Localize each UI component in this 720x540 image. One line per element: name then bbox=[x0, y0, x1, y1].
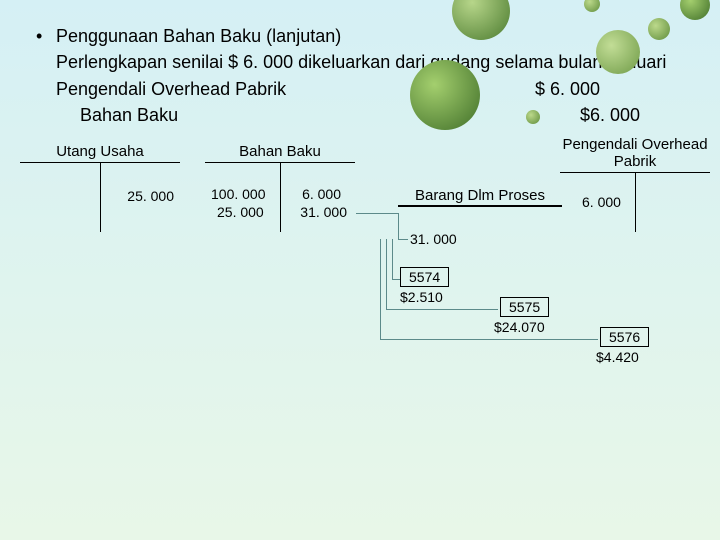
conn-bdp-5574-h bbox=[392, 279, 400, 280]
box-5575-label: 5575 bbox=[500, 297, 549, 317]
conn-bdp-5576-v bbox=[380, 239, 381, 339]
bahan-credit-2: 31. 000 bbox=[300, 204, 347, 220]
bdp-value: 31. 000 bbox=[410, 231, 457, 247]
box-5574-value: $2.510 bbox=[400, 289, 443, 305]
t-accounts-area: Utang Usaha 25. 000 Bahan Baku 100. 000 … bbox=[0, 143, 720, 453]
journal-entry-credit: Bahan Baku $6. 000 bbox=[80, 103, 680, 127]
conn-bdp-5576-h bbox=[380, 339, 598, 340]
conn-bb-bdp-h2 bbox=[398, 239, 408, 240]
bahan-credit-1: 6. 000 bbox=[302, 186, 341, 202]
conn-bdp-5575-v bbox=[386, 239, 387, 309]
bahan-debit-2: 25. 000 bbox=[217, 204, 264, 220]
poh-debit-1: 6. 000 bbox=[582, 194, 621, 210]
bullet-section: Penggunaan Bahan Baku (lanjutan) Perleng… bbox=[0, 0, 720, 127]
box-5574-label: 5574 bbox=[400, 267, 449, 287]
bdp-title: Barang Dlm Proses bbox=[400, 187, 560, 204]
bahan-debit-1: 100. 000 bbox=[211, 186, 266, 202]
bullet-body: Perlengkapan senilai $ 6. 000 dikeluarka… bbox=[56, 50, 680, 74]
box-5575-value: $24.070 bbox=[494, 319, 545, 335]
conn-bdp-5575-h bbox=[386, 309, 498, 310]
je-debit-label: Pengendali Overhead Pabrik bbox=[56, 77, 286, 101]
t-account-poh: Pengendali Overhead Pabrik 6. 000 bbox=[560, 137, 710, 232]
t-title-poh: Pengendali Overhead Pabrik bbox=[560, 137, 710, 170]
utang-credit-1: 25. 000 bbox=[127, 188, 174, 204]
conn-bb-bdp-v bbox=[398, 213, 399, 239]
bullet-title: Penggunaan Bahan Baku (lanjutan) bbox=[32, 24, 680, 48]
je-credit-amount: $6. 000 bbox=[580, 103, 680, 127]
t-title-bahan: Bahan Baku bbox=[205, 143, 355, 160]
je-credit-label: Bahan Baku bbox=[80, 103, 178, 127]
t-title-utang: Utang Usaha bbox=[20, 143, 180, 160]
conn-bb-bdp-h bbox=[356, 213, 398, 214]
t-account-utang-usaha: Utang Usaha 25. 000 bbox=[20, 143, 180, 232]
bdp-underline bbox=[398, 205, 562, 207]
conn-bdp-5574-v bbox=[392, 239, 393, 279]
t-account-bahan-baku: Bahan Baku 100. 000 25. 000 6. 000 31. 0… bbox=[205, 143, 355, 232]
box-5576-value: $4.420 bbox=[596, 349, 639, 365]
je-debit-amount: $ 6. 000 bbox=[535, 77, 680, 101]
box-5576-label: 5576 bbox=[600, 327, 649, 347]
journal-entry-debit: Pengendali Overhead Pabrik $ 6. 000 bbox=[56, 77, 680, 101]
